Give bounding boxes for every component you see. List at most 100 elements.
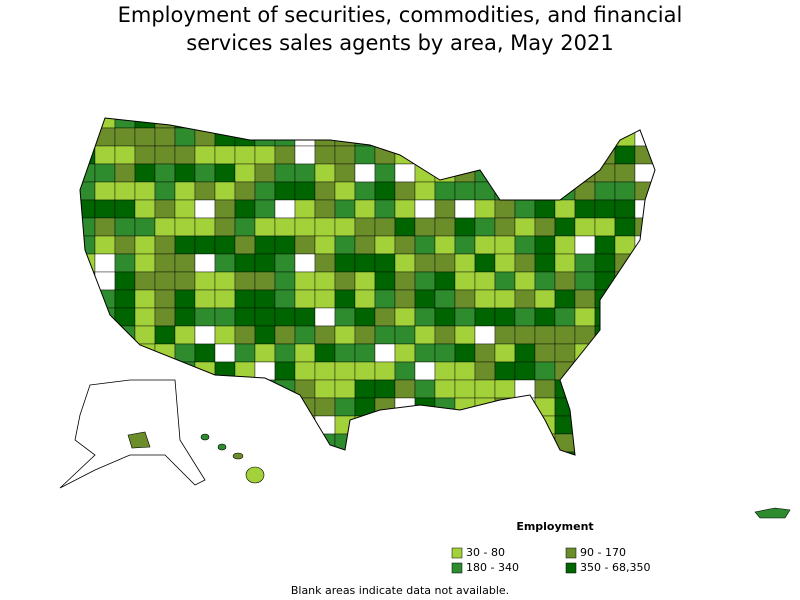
map-region	[494, 343, 516, 363]
map-region	[434, 307, 456, 327]
map-region	[374, 127, 396, 147]
map-region	[274, 235, 296, 255]
map-region	[374, 145, 396, 165]
map-region	[294, 343, 316, 363]
map-region	[80, 271, 96, 291]
map-region	[154, 289, 176, 309]
map-region	[454, 361, 476, 381]
map-region	[394, 181, 416, 201]
map-region	[234, 289, 256, 309]
map-region	[374, 325, 396, 345]
map-region	[254, 379, 276, 399]
map-region	[514, 145, 536, 165]
map-region	[574, 307, 596, 327]
map-region	[114, 271, 136, 291]
map-region	[534, 325, 556, 345]
map-region	[80, 118, 96, 129]
footnote: Blank areas indicate data not available.	[291, 584, 509, 597]
map-region	[234, 379, 256, 399]
map-region	[94, 253, 116, 273]
map-region	[594, 451, 616, 455]
map-region	[654, 307, 655, 327]
map-region	[414, 199, 436, 219]
map-region	[554, 253, 576, 273]
map-region	[514, 118, 536, 129]
map-region	[234, 433, 256, 453]
map-region	[534, 163, 556, 183]
map-region	[334, 181, 356, 201]
map-region	[614, 325, 636, 345]
map-region	[594, 199, 616, 219]
map-region	[634, 415, 655, 435]
map-region	[234, 397, 256, 417]
map-region	[294, 145, 316, 165]
map-region	[214, 343, 236, 363]
map-region	[194, 253, 216, 273]
map-region	[314, 397, 336, 417]
map-region	[414, 325, 436, 345]
map-region	[494, 118, 516, 129]
map-region	[434, 181, 456, 201]
map-region	[454, 235, 476, 255]
map-region	[294, 397, 316, 417]
map-region	[234, 271, 256, 291]
map-region	[614, 397, 636, 417]
map-region	[94, 235, 116, 255]
map-region	[534, 451, 556, 455]
map-region	[514, 433, 536, 453]
legend: 30 - 80 90 - 170 180 - 340 350 - 68,350	[451, 546, 650, 574]
map-region	[574, 145, 596, 165]
map-region	[414, 307, 436, 327]
map-region	[234, 199, 256, 219]
map-region	[274, 253, 296, 273]
map-region	[434, 127, 456, 147]
map-region	[114, 289, 136, 309]
map-region	[394, 289, 416, 309]
title-line: services sales agents by area, May 2021	[186, 31, 613, 55]
map-region	[334, 343, 356, 363]
map-region	[614, 361, 636, 381]
map-region	[414, 415, 436, 435]
map-region	[474, 127, 496, 147]
map-region	[334, 379, 356, 399]
map-region	[574, 253, 596, 273]
map-region	[114, 325, 136, 345]
map-region	[114, 163, 136, 183]
map-region	[434, 379, 456, 399]
map-region	[634, 451, 655, 455]
map-region	[414, 235, 436, 255]
map-region	[634, 253, 655, 273]
map-region	[534, 235, 556, 255]
map-region	[214, 217, 236, 237]
map-region	[134, 271, 156, 291]
map-region	[214, 415, 236, 435]
map-region	[534, 361, 556, 381]
map-region	[394, 199, 416, 219]
map-region	[174, 181, 196, 201]
map-region	[334, 163, 356, 183]
map-region	[554, 289, 576, 309]
map-region	[574, 433, 596, 453]
map-region	[514, 235, 536, 255]
map-region	[334, 235, 356, 255]
map-region	[554, 235, 576, 255]
map-region	[314, 343, 336, 363]
map-region	[134, 289, 156, 309]
map-region	[614, 307, 636, 327]
map-region	[414, 217, 436, 237]
map-region	[334, 451, 356, 455]
map-region	[174, 307, 196, 327]
map-region	[274, 118, 296, 129]
map-region	[294, 271, 316, 291]
map-region	[354, 307, 376, 327]
map-region	[174, 127, 196, 147]
map-region	[534, 379, 556, 399]
map-region	[474, 145, 496, 165]
map-region	[254, 181, 276, 201]
map-region	[574, 199, 596, 219]
map-region	[554, 118, 576, 129]
map-region	[434, 217, 456, 237]
map-region	[234, 343, 256, 363]
map-region	[414, 127, 436, 147]
